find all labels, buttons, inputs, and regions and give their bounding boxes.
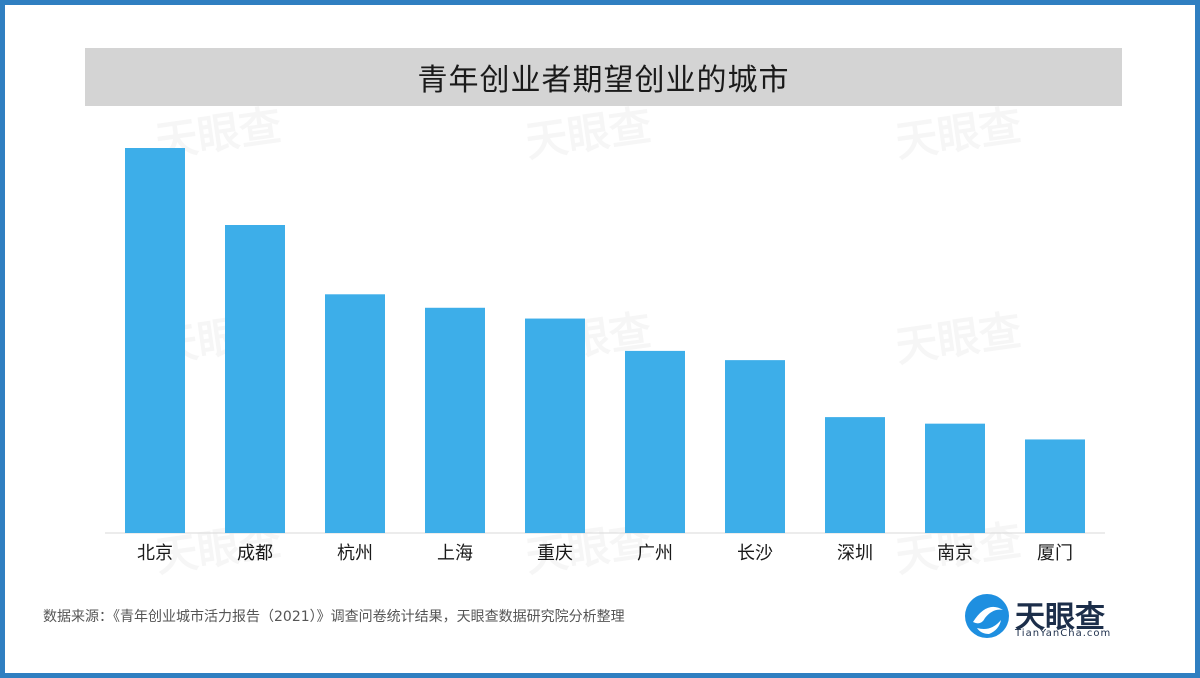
bar-3 [325,294,385,533]
x-tick-label: 成都 [237,543,273,564]
logo-name: 天眼查 [1015,600,1105,635]
x-tick-label: 深圳 [837,543,873,564]
bar-9 [925,423,985,533]
bar-2 [225,225,285,533]
bar-10 [1025,439,1085,533]
tianyancha-logo-icon [965,594,1009,638]
chart-title: 青年创业者期望创业的城市 [417,63,790,98]
x-tick-label: 杭州 [337,543,373,564]
source-note: 数据来源：《青年创业城市活力报告（2021）》调查问卷统计结果，天眼查数据研究院… [43,609,625,625]
logo-url: TianYanCha.com [1015,628,1112,639]
bar-1 [125,148,185,533]
title-band: 青年创业者期望创业的城市 [85,48,1122,106]
x-tick-label: 上海 [437,543,473,564]
bar-8 [825,417,885,533]
tianyancha-logo: 天眼查 TianYanCha.com [963,590,1153,646]
bar-5 [525,318,585,533]
bar-chart: 北京 成都 杭州 上海 重庆 广州 长沙 深圳 南京 厦门 [105,148,1105,564]
bar-7 [725,360,785,533]
x-tick-label: 广州 [637,543,673,564]
x-tick-label: 长沙 [737,543,773,564]
bar-6 [625,350,685,533]
x-tick-label: 重庆 [537,543,573,564]
bar-4 [425,307,485,533]
x-tick-label: 北京 [137,543,173,564]
x-tick-label: 南京 [937,543,973,564]
x-tick-label: 厦门 [1037,543,1073,564]
